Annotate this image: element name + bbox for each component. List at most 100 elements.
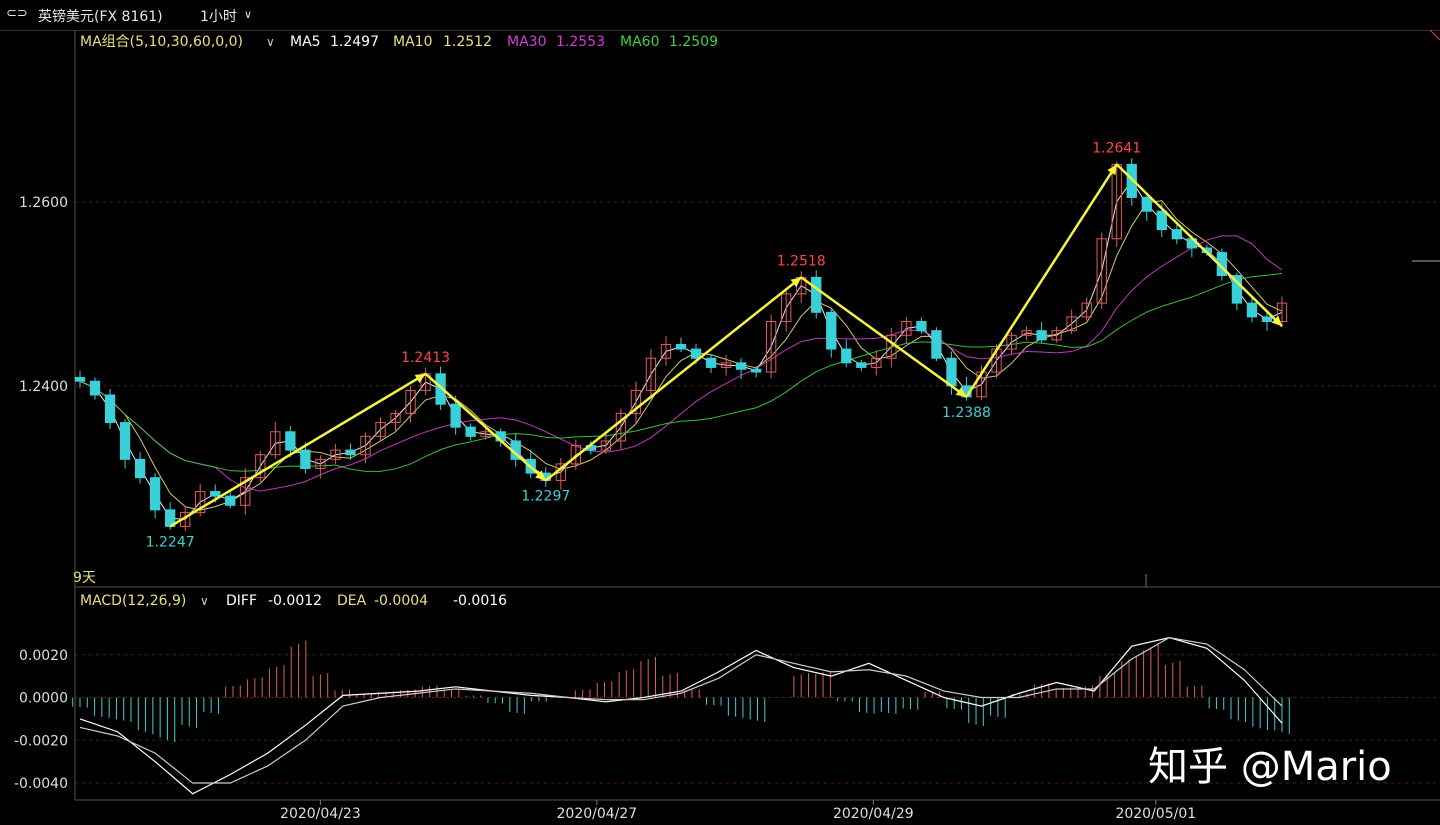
x-axis: 2020/04/23 2020/04/27 2020/04/29 2020/05/01 bbox=[280, 800, 1196, 822]
candle-body bbox=[1276, 302, 1288, 322]
macd-legend: MACD(12,26,9) ∨ DIFF -0.0012 DEA -0.0004… bbox=[80, 593, 507, 609]
candle-body bbox=[465, 426, 476, 437]
ma-group-chevron-icon[interactable]: ∨ bbox=[266, 35, 275, 49]
candle-body bbox=[675, 343, 687, 350]
candle-body bbox=[1036, 330, 1047, 341]
symbol-title: 英镑美元(FX 8161) bbox=[38, 9, 163, 25]
candle-body bbox=[931, 330, 942, 359]
macd-histogram bbox=[72, 640, 1290, 743]
candle-body bbox=[1006, 334, 1017, 350]
candle-body bbox=[450, 403, 461, 428]
macd-y-tick-3: -0.0040 bbox=[14, 776, 68, 792]
x-tick-2: 2020/04/29 bbox=[833, 806, 914, 822]
ma30-line bbox=[79, 235, 1283, 492]
macd-y-tick-2: -0.0020 bbox=[14, 733, 68, 749]
candle-body bbox=[435, 373, 446, 405]
candle-body bbox=[210, 490, 221, 497]
ma30-label: MA30 bbox=[507, 34, 546, 50]
ma10-value: 1.2512 bbox=[443, 34, 492, 50]
chart-frame bbox=[74, 29, 1440, 801]
candle-body bbox=[600, 440, 612, 451]
macd-diff-line bbox=[79, 637, 1283, 795]
dea-value: -0.0004 bbox=[374, 593, 428, 609]
candle-body bbox=[89, 380, 101, 396]
candle-body bbox=[765, 320, 777, 373]
candle-body bbox=[149, 477, 161, 511]
candle-body bbox=[615, 412, 627, 442]
candle-body bbox=[1021, 330, 1032, 336]
candle-body bbox=[781, 293, 792, 322]
candle-body bbox=[1141, 196, 1152, 212]
zigzag-segment-4 bbox=[965, 163, 1118, 398]
macd-title[interactable]: MACD(12,26,9) bbox=[80, 593, 186, 609]
candle-body bbox=[240, 477, 251, 506]
candle-body bbox=[360, 435, 371, 456]
candle-body bbox=[1066, 316, 1077, 332]
candle-body bbox=[630, 389, 642, 414]
ma5-label: MA5 bbox=[290, 34, 321, 50]
candle-body bbox=[826, 311, 837, 350]
zigzag-segment-5 bbox=[1115, 163, 1283, 327]
ma10-label: MA10 bbox=[393, 34, 432, 50]
macd-y-tick-1: 0.0000 bbox=[19, 691, 68, 707]
candle-body bbox=[750, 368, 762, 373]
window-titlebar: ⊂⊃ 英镑美元(FX 8161) 1小时 ∨ bbox=[0, 0, 1440, 31]
span-label: 9天 bbox=[73, 570, 96, 586]
candle-body bbox=[119, 422, 131, 460]
candle-body bbox=[1051, 330, 1062, 341]
candle-body bbox=[841, 348, 852, 364]
ma60-label: MA60 bbox=[620, 34, 659, 50]
period-select[interactable]: 1小时 bbox=[200, 9, 237, 25]
macd-chevron-icon[interactable]: ∨ bbox=[200, 594, 209, 608]
ma10-line bbox=[79, 200, 1283, 511]
candle-body bbox=[1096, 238, 1107, 304]
zigzag-trend-lines bbox=[169, 163, 1283, 528]
main-y-axis: 1.2600 1.2400 bbox=[19, 195, 68, 395]
candle-body bbox=[480, 431, 491, 437]
watermark: 知乎 @Mario bbox=[1148, 744, 1392, 790]
ma-group-label[interactable]: MA组合(5,10,30,60,0,0) bbox=[80, 34, 243, 50]
swing-label-4: 1.2388 bbox=[942, 405, 991, 421]
candle-body bbox=[255, 454, 266, 479]
candle-body bbox=[285, 431, 296, 451]
macd-value: -0.0016 bbox=[453, 593, 507, 609]
x-tick-1: 2020/04/27 bbox=[557, 806, 638, 822]
macd-dea-line bbox=[79, 637, 1283, 784]
x-tick-0: 2020/04/23 bbox=[280, 806, 361, 822]
candle-body bbox=[74, 377, 86, 382]
swing-label-5: 1.2641 bbox=[1092, 140, 1141, 156]
ma-legend: MA组合(5,10,30,60,0,0) ∨ MA5 1.2497 MA10 1… bbox=[80, 34, 718, 50]
candle-body bbox=[315, 458, 326, 470]
link-icon[interactable]: ⊂⊃ bbox=[6, 6, 28, 21]
candle-body bbox=[946, 357, 957, 387]
ma60-line bbox=[79, 272, 1283, 472]
zigzag-segment-1 bbox=[424, 372, 547, 482]
candle-body bbox=[195, 490, 206, 514]
candle-body bbox=[901, 320, 912, 336]
dea-label: DEA bbox=[337, 593, 367, 609]
ma5-value: 1.2497 bbox=[330, 34, 379, 50]
candle-body bbox=[345, 449, 356, 456]
zigzag-arrowhead-2 bbox=[790, 277, 802, 288]
main-y-tick-1: 1.2400 bbox=[19, 379, 68, 395]
chevron-down-icon[interactable]: ∨ bbox=[244, 8, 253, 21]
ma30-value: 1.2553 bbox=[556, 34, 605, 50]
macd-lines bbox=[79, 637, 1283, 795]
candle-body bbox=[645, 357, 657, 391]
candle-body bbox=[871, 357, 882, 368]
candle-body bbox=[570, 445, 581, 465]
zigzag-arrowhead-4 bbox=[1107, 164, 1117, 176]
ma60-value: 1.2509 bbox=[669, 34, 718, 50]
candle-body bbox=[405, 389, 416, 414]
candle-body bbox=[375, 422, 386, 437]
candle-body bbox=[1171, 229, 1182, 240]
zigzag-arrowhead-0 bbox=[414, 373, 426, 384]
macd-y-axis: 0.0020 0.0000 -0.0020 -0.0040 bbox=[14, 648, 68, 792]
candle-body bbox=[720, 362, 732, 368]
candle-body bbox=[1261, 316, 1273, 322]
diff-value: -0.0012 bbox=[268, 593, 322, 609]
swing-label-2: 1.2297 bbox=[521, 488, 570, 504]
candle-body bbox=[735, 362, 747, 370]
candle-body bbox=[1246, 302, 1258, 318]
